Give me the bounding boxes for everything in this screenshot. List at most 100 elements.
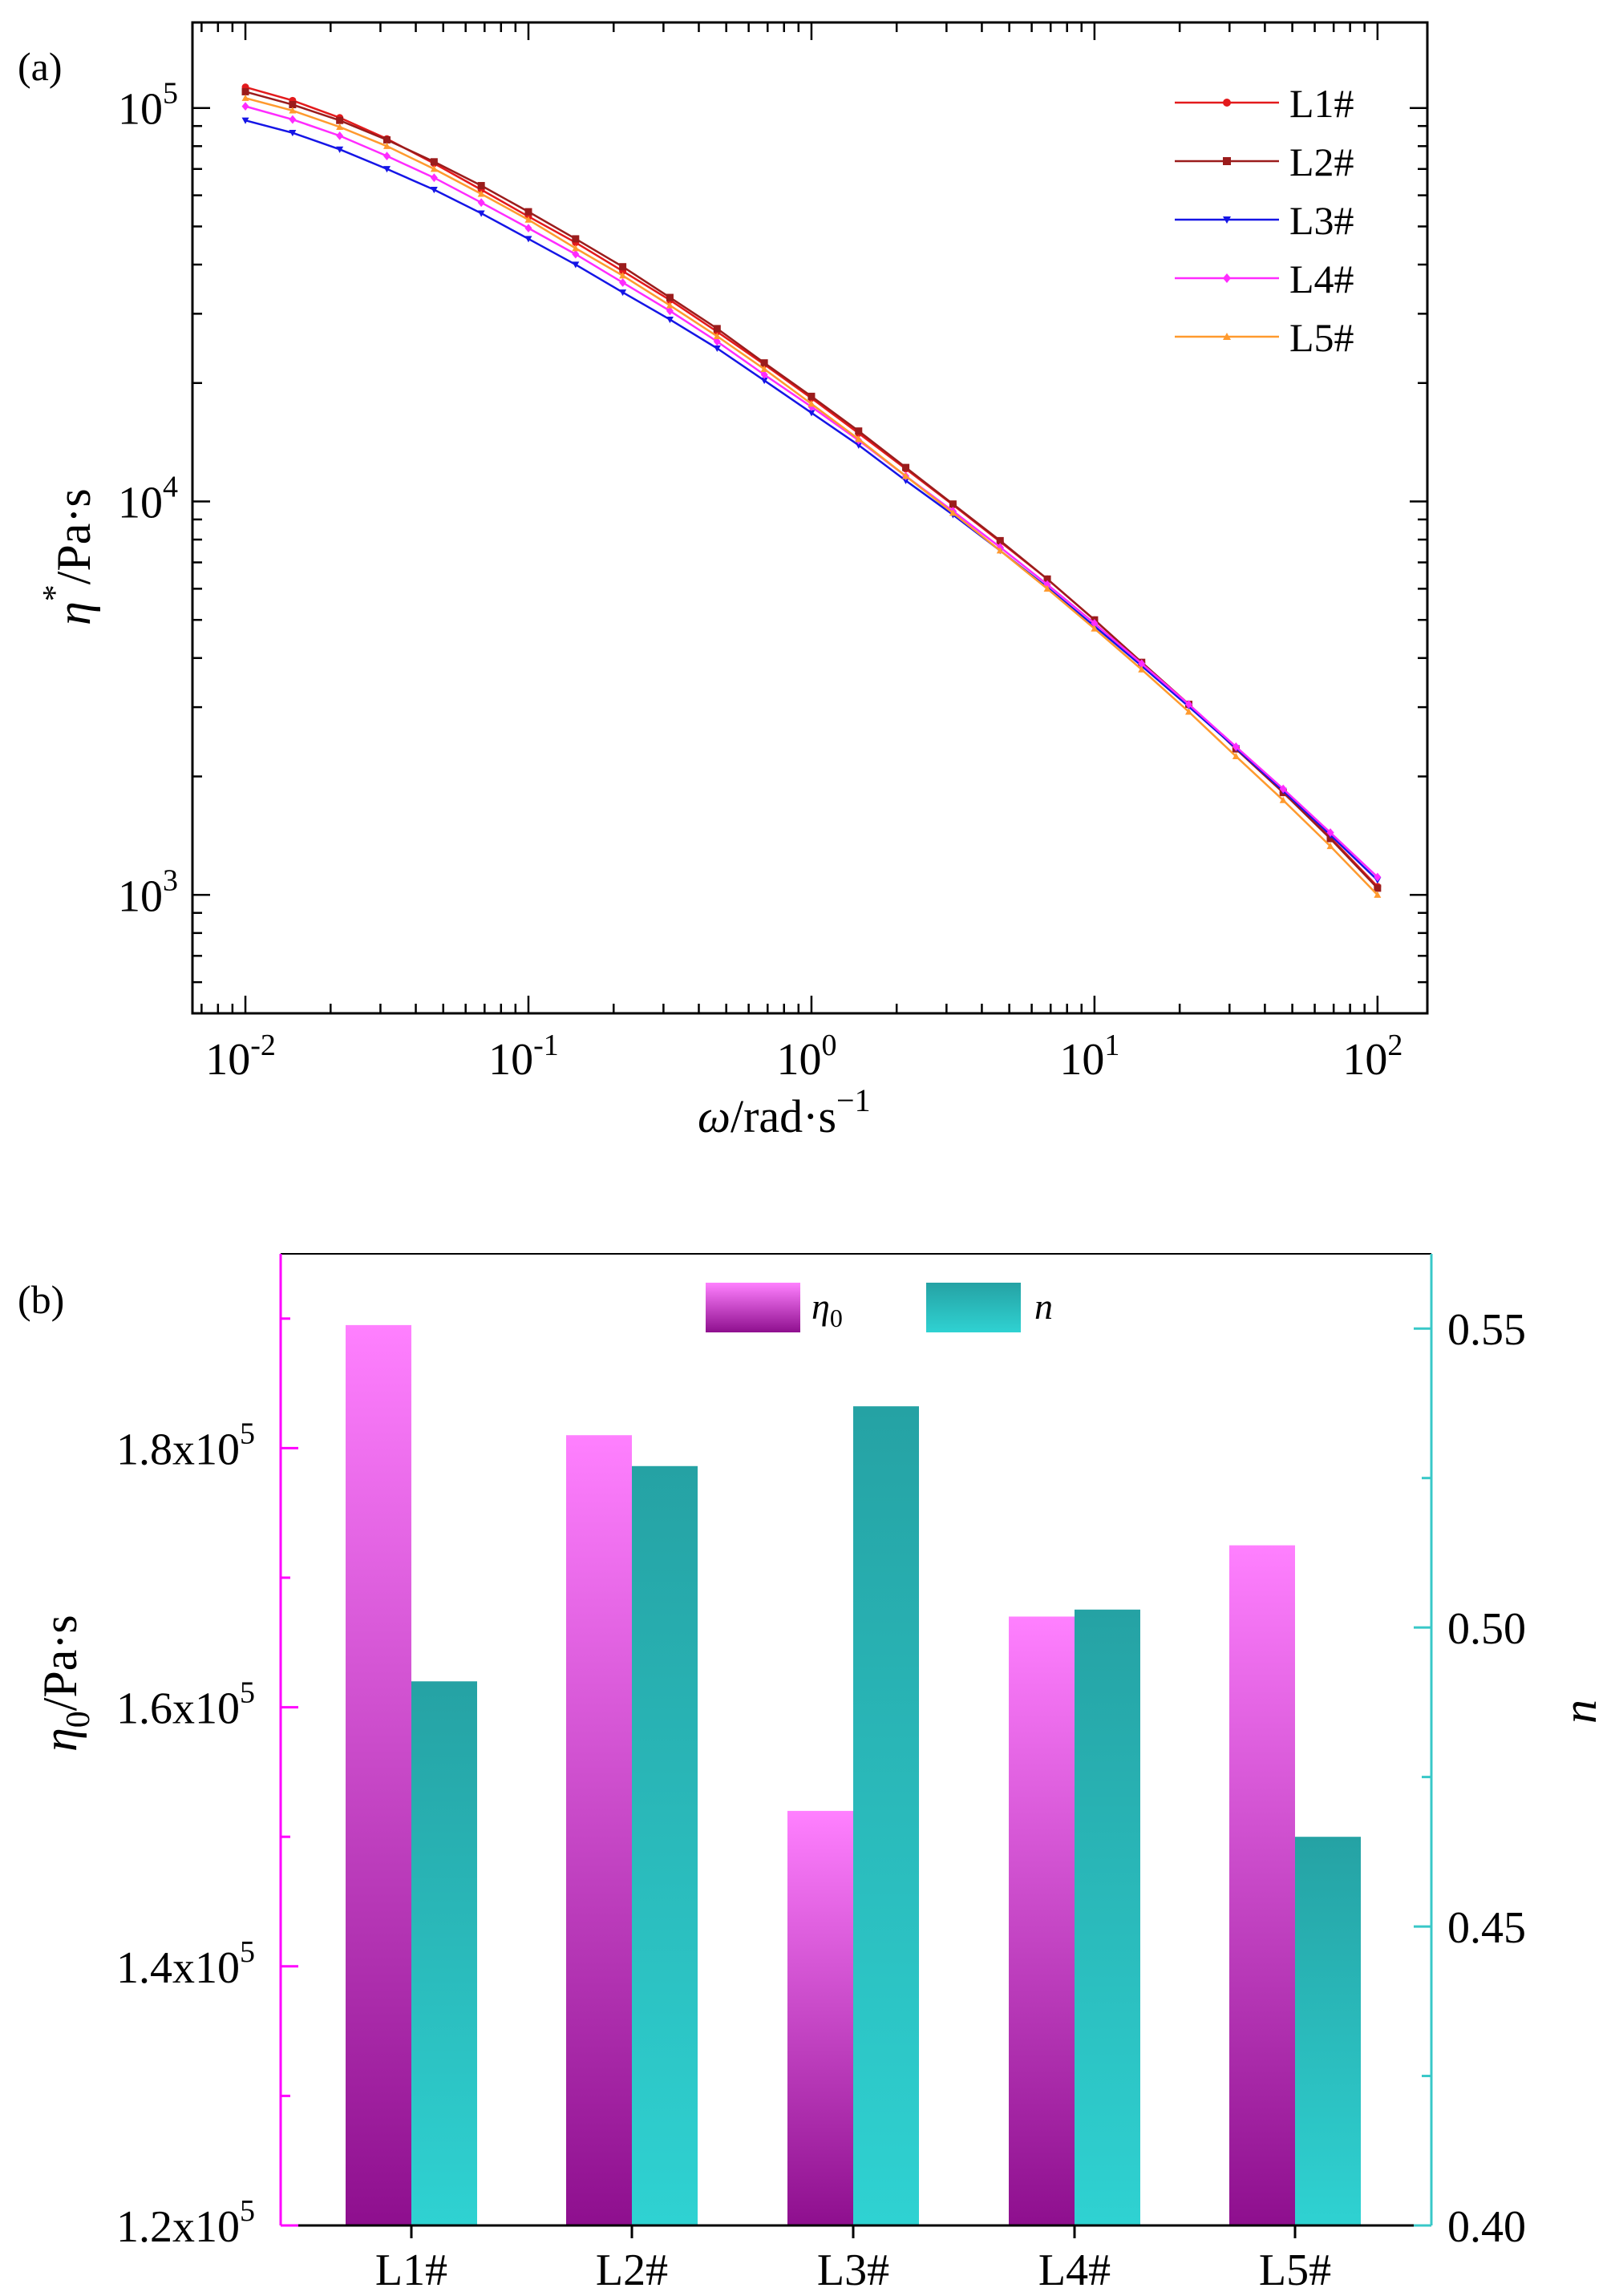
left-y-tick-label: 1.4x105 [116,1935,255,1993]
bar-n-L2 [632,1465,698,2225]
y-tick-base: 10 [118,478,163,528]
bar-n-L1 [411,1681,477,2225]
legend-label-n: n [1034,1286,1053,1327]
category-label: L5# [1259,2245,1331,2295]
category-label: L4# [1038,2245,1111,2295]
data-point-L5 [713,332,721,339]
data-point-L5 [1043,584,1051,592]
panel-b-left-axis-title: η0/Pa·s [34,1615,97,1752]
bar-n-L5 [1295,1837,1361,2225]
data-point-L3 [572,261,580,269]
data-point-L5 [289,107,297,114]
y-tick-base: 10 [118,871,163,921]
data-point-L5 [619,272,627,279]
data-point-L5 [996,547,1004,554]
x-tick-base: 10 [776,1035,821,1085]
y-tick-label: 105 [118,77,178,135]
legend-marker [1223,273,1231,283]
x-tick-base: 10 [1342,1035,1387,1085]
legend-marker [1223,333,1231,340]
panel-a-x-axis-title: ω/rad·s−1 [698,1082,871,1142]
left-axis-unit: /Pa·s [34,1615,87,1711]
data-point-L4 [1232,742,1240,751]
data-point-L2 [666,293,674,301]
category-label: L1# [375,2245,447,2295]
series-line-L1 [245,86,1378,887]
bar-n-L3 [853,1406,919,2225]
data-point-L4 [1185,700,1193,709]
tick-mantissa: 1.4x10 [116,1943,240,1993]
data-point-L4 [1138,659,1146,669]
x-tick-base: 10 [205,1035,250,1085]
data-point-L5 [1232,752,1240,760]
panel-a-x-tick-labels: 10-2 10-1 100 101 102 [205,1029,1402,1085]
left-y-tick-label: 1.6x105 [116,1676,255,1734]
panel-a-y-axis-title: η*/Pa·s [37,488,100,625]
tick-mantissa: 1.8x10 [116,1425,240,1474]
legend-label-eta0: η0 [812,1286,843,1332]
data-point-L2 [289,101,297,109]
x-tick-exponent: 1 [1104,1029,1119,1062]
legend-label: L4# [1289,257,1354,301]
data-point-L4 [289,115,297,124]
data-point-L4 [1091,619,1099,628]
data-point-L2 [996,536,1004,544]
panel-b-legend: η0 n [706,1283,1053,1332]
data-point-L2 [1326,835,1334,843]
panel-a-label: (a) [18,44,63,89]
x-tick-exponent: -1 [533,1029,559,1062]
data-point-L3 [477,210,485,217]
y-axis-unit: /Pa·s [47,488,100,584]
right-y-tick-label: 0.55 [1447,1305,1526,1355]
data-point-L5 [666,301,674,309]
panel-a-legend: L1# L2# L3# L4# L5# [1175,81,1354,360]
legend-marker [1223,99,1231,107]
legend-label: L1# [1289,81,1354,126]
legend-swatch-eta0 [706,1283,800,1332]
x-tick-label: 101 [1059,1029,1119,1085]
data-point-L2 [713,325,721,333]
x-axis-symbol: ω [698,1090,731,1142]
right-y-tick-label: 0.45 [1447,1903,1526,1953]
data-point-L5 [477,190,485,197]
data-point-L5 [1326,842,1334,850]
series-line-L3 [245,119,1378,881]
y-tick-label: 104 [118,470,178,528]
data-point-L4 [1374,872,1382,882]
data-point-L2 [477,182,485,190]
data-point-L2 [336,116,344,124]
tick-exponent: 5 [240,2194,255,2228]
data-point-L3 [382,166,391,173]
tick-exponent: 5 [240,1676,255,1710]
data-point-L4 [241,102,249,111]
bar-eta0-L4 [1009,1616,1075,2225]
x-tick-label: 100 [776,1029,836,1085]
data-point-L4 [1279,784,1287,794]
data-point-L4 [760,370,768,379]
tick-exponent: 5 [240,1417,255,1450]
panel-b-right-tick-labels: 0.40 0.45 0.50 0.55 [1447,1305,1526,2252]
tick-mantissa: 1.2x10 [116,2202,240,2252]
data-point-L4 [477,198,485,208]
data-point-L5 [572,245,580,252]
data-point-L2 [382,135,391,144]
data-point-L4 [524,224,532,233]
data-point-L2 [619,263,627,271]
data-point-L5 [524,216,532,223]
x-tick-label: 10-2 [205,1029,276,1085]
y-tick-base: 10 [118,85,163,135]
data-point-L4 [1326,828,1334,837]
data-point-L3 [713,345,721,353]
x-axis-exponent: −1 [836,1082,871,1118]
data-point-L4 [382,152,391,161]
legend-label: L3# [1289,198,1354,243]
panel-b-category-labels: L1# L2# L3# L4# L5# [375,2245,1331,2295]
data-point-L2 [241,87,249,95]
category-label: L2# [596,2245,668,2295]
data-point-L5 [382,142,391,149]
tick-exponent: 5 [240,1935,255,1969]
left-axis-symbol: η [34,1728,87,1752]
x-tick-label: 10-1 [488,1029,559,1085]
data-point-L4 [619,278,627,287]
